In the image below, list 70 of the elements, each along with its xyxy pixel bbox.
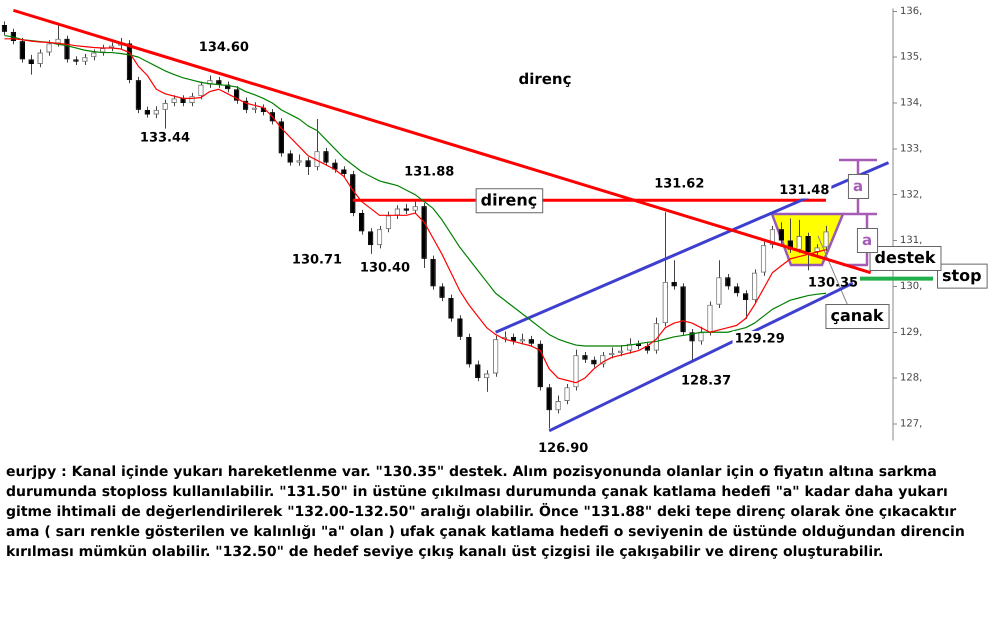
annotation: 131.62 — [654, 176, 704, 192]
y-tick-label: 128, — [900, 372, 922, 384]
candlestick — [305, 156, 311, 176]
candlestick — [582, 351, 588, 364]
annotation: 133.44 — [140, 130, 190, 146]
candlestick — [323, 147, 329, 166]
candlestick — [805, 232, 811, 271]
y-tick-label: 130, — [900, 280, 922, 292]
y-tick-label: 131, — [900, 235, 922, 246]
y-tick-label: 134, — [900, 98, 922, 109]
candlestick — [644, 342, 650, 354]
candlestick — [484, 370, 490, 392]
annotation: 130.71 — [292, 252, 342, 268]
y-tick-label: 132, — [900, 189, 922, 200]
candlestick — [144, 106, 150, 118]
candlestick — [742, 290, 748, 320]
y-tick-label: 129, — [900, 326, 922, 338]
candlestick — [198, 80, 204, 100]
annotation: 126.90 — [538, 440, 588, 456]
candlestick — [457, 314, 463, 341]
candlestick — [252, 102, 258, 114]
candlestick — [796, 219, 802, 254]
candlestick — [162, 99, 168, 130]
annotation: 128.37 — [680, 374, 732, 389]
annotation: 130.35 — [808, 275, 858, 290]
candlestick — [20, 37, 26, 64]
candlestick — [734, 282, 740, 297]
candlestick — [154, 106, 159, 119]
candlestick — [341, 166, 346, 178]
candlestick — [358, 209, 364, 236]
candlestick — [91, 48, 96, 61]
candlestick — [171, 94, 177, 107]
y-tick-label: 127, — [900, 418, 922, 430]
annotation: a — [862, 230, 872, 249]
annotation: 131.48 — [779, 182, 830, 198]
candlestick — [555, 395, 561, 414]
candlestick — [28, 54, 34, 76]
annotation: 131.88 — [404, 164, 454, 180]
y-tick-label: 133, — [900, 143, 922, 154]
annotation: 130.40 — [360, 260, 410, 276]
candlestick — [725, 274, 730, 290]
candlestick — [618, 344, 624, 357]
candlestick — [38, 48, 43, 68]
candlestick — [82, 53, 88, 66]
candlestick — [528, 335, 534, 348]
candlestick — [412, 200, 418, 214]
annotation: 134.60 — [198, 40, 249, 55]
candlestick — [46, 40, 52, 56]
ref-line-label: stop — [942, 266, 982, 285]
y-tick-label: 135, — [900, 52, 922, 63]
y-tick-label: 136, — [900, 6, 922, 17]
candlestick — [332, 158, 338, 174]
candlestick — [368, 228, 374, 254]
candlestick — [475, 360, 480, 382]
candlestick — [216, 76, 222, 88]
candlestick — [591, 356, 597, 368]
text: eurjpy : Kanal içinde yukarı hareketlenme var. "130.35" destek. Alım pozisyonunda olanlar için o fiyatın altına sarkma durumunda stoploss kullanılabilir. "131.50" in üstüne çıkılması durumunda çanak katlama hedefi "a" kadar daha yukarı gitme ihtimali de değerlendirilerek "132.00-132.50" aralığı olabilir. Önce "131.88" deki tepe direnç olarak öne çıkacaktır ama ( sarı renkle gösterilen ve kalınlığı "a" olan ) ufak çanak katlama hedefi o seviyenin de üstünde olduğundan direncin kırılması mümkün olabilir. "132.50" de hedef seviye çıkış kanalı üst çizgisi ile çakışabilir ve direnç oluşturabilir. — [6, 463, 966, 562]
annotation: destek — [874, 248, 936, 268]
candlestick — [672, 260, 677, 290]
annotation: direnç — [518, 70, 572, 88]
annotation: 129.29 — [734, 331, 785, 346]
candlestick — [439, 282, 445, 302]
candlestick — [288, 150, 293, 166]
candlestick — [546, 384, 552, 430]
series-label: direnç — [480, 190, 538, 210]
annotation: a — [852, 176, 864, 195]
annotation: çanak — [830, 306, 884, 326]
candlestick — [814, 244, 820, 256]
candlestick — [778, 222, 784, 244]
candlestick — [2, 20, 8, 36]
